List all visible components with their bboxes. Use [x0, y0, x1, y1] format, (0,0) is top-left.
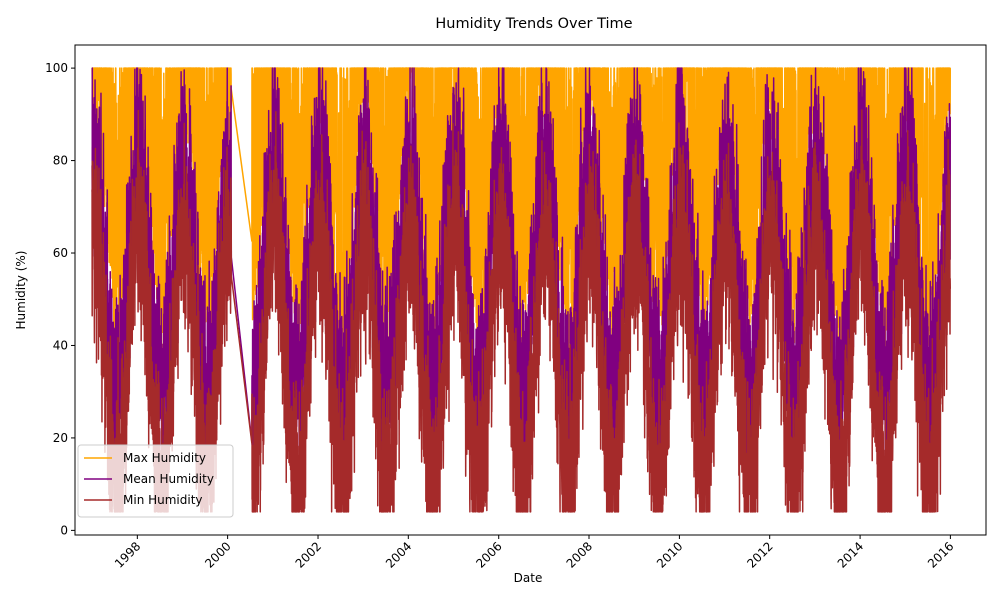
x-axis-label: Date — [514, 571, 543, 585]
legend-label: Max Humidity — [123, 451, 206, 465]
legend: Max Humidity Mean Humidity Min Humidity — [77, 444, 234, 518]
x-tick-label: 2004 — [383, 539, 414, 570]
legend-box — [77, 444, 234, 518]
x-tick-label: 1998 — [112, 539, 143, 570]
chart-title: Humidity Trends Over Time — [435, 16, 632, 32]
x-tick-label: 2000 — [202, 539, 233, 570]
y-axis-label: Humidity (%) — [14, 251, 28, 330]
y-axis: 0 20 40 60 80 100 — [45, 61, 75, 537]
y-tick-label: 60 — [53, 246, 68, 260]
series-layer — [91, 67, 952, 513]
y-tick-label: 80 — [53, 154, 68, 168]
y-tick-label: 40 — [53, 338, 68, 352]
y-tick-label: 100 — [45, 61, 68, 75]
plot-frame — [74, 44, 987, 536]
y-tick-label: 20 — [53, 431, 68, 445]
x-tick-label: 2012 — [744, 539, 775, 570]
legend-label: Min Humidity — [123, 493, 203, 507]
series-line-min-humidity — [91, 109, 952, 513]
x-tick-label: 2016 — [925, 539, 956, 570]
x-tick-label: 2008 — [564, 539, 595, 570]
x-tick-label: 2002 — [293, 539, 324, 570]
x-tick-label: 2010 — [654, 539, 685, 570]
legend-label: Mean Humidity — [123, 472, 214, 486]
series-line-max-humidity — [91, 67, 952, 356]
x-axis: 1998 2000 2002 2004 2006 2008 2010 2012 2014 2016 — [112, 535, 957, 571]
x-tick-label: 2006 — [473, 539, 504, 570]
x-tick-label: 2014 — [835, 539, 866, 570]
y-tick-label: 0 — [60, 523, 68, 537]
